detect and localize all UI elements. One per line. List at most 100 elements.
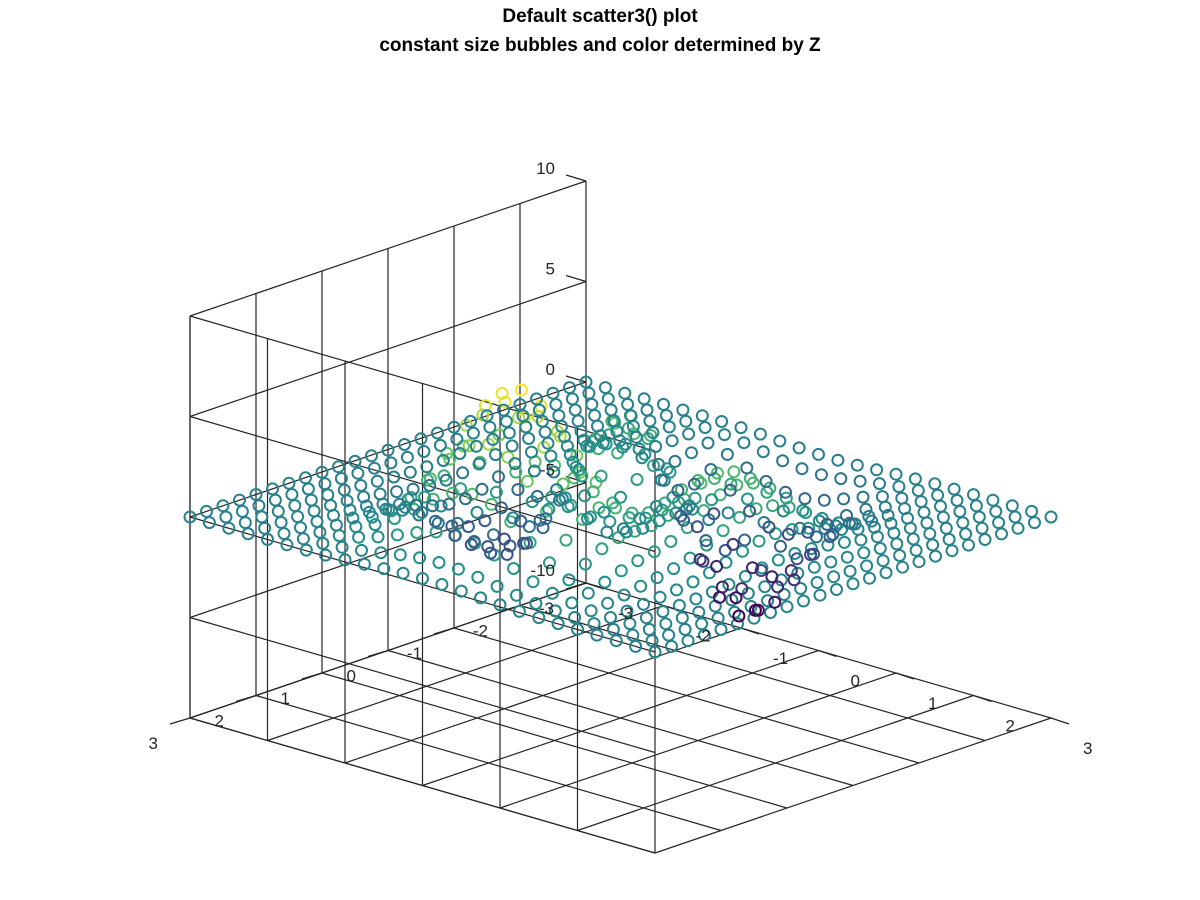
scatter-point [598,575,612,589]
scatter-point [426,492,440,506]
scatter-point [445,519,459,533]
scatter-point [721,506,735,520]
scatter-point [989,504,1003,518]
scatter-point [319,548,333,562]
scatter-point [1005,499,1019,513]
scatter-point [862,509,876,523]
scatter-point [416,572,429,585]
scatter-point [738,533,752,547]
scatter-point [975,521,989,535]
scatter-point [301,482,315,496]
scatter-point [947,482,961,496]
scatter-point [183,510,197,524]
scatter-point [876,554,890,568]
scatter-point [285,488,299,501]
scatter-point [681,634,695,648]
scatter-point [649,499,663,513]
scatter-point [723,483,737,497]
scatter-point [1028,516,1041,530]
scatter-point [671,484,685,497]
scatter-point [393,497,406,511]
side-wall-grid-line [189,381,587,518]
scatter-point [406,482,420,496]
scatter-point [824,555,838,569]
scatter-point [552,409,566,423]
scatter-point [895,491,909,505]
scatter-point [1011,521,1025,535]
scatter-point [581,512,594,526]
scatter-point [475,482,489,496]
scatter-point [807,560,821,574]
scatter-point [352,530,366,544]
scatter-point [414,432,428,446]
scatter-point [374,546,388,560]
scatter-point [395,503,409,517]
scatter-point [675,611,689,625]
scatter-point [584,604,598,618]
scatter-point [249,488,263,501]
scatter-point [662,420,676,434]
side-wall-grid-line [189,481,587,619]
scatter-point [657,397,670,411]
scatter-point [454,584,468,598]
scatter-point [332,460,345,474]
scatter-point [454,482,467,496]
y-tick-mark [235,694,257,703]
scatter-point [576,512,589,526]
scatter-point [758,580,772,594]
scatter-point [834,472,848,486]
scatter-point [480,409,494,423]
scatter-point [716,524,730,538]
scatter-point [238,516,252,530]
y-tick-label: -1 [407,644,422,663]
scatter-point [777,588,791,601]
scatter-point [600,525,614,539]
scatter-point [830,583,843,596]
scatter-point [893,549,907,562]
scatter-point [337,483,351,497]
scatter-point [978,533,992,546]
scatter-point [795,462,809,476]
scatter-point [566,455,580,469]
scatter-point [357,490,371,504]
scatter-point [670,583,683,597]
scatter-point [487,528,500,542]
scatter-point [817,493,831,507]
scatter-point [761,594,775,608]
scatter-point [749,502,763,516]
scatter-point [546,386,560,400]
scatter-point [659,617,673,631]
scatter-point [814,468,828,482]
scatter-point [271,504,285,518]
z-tick-label: -10 [530,561,555,580]
scatter-point [792,441,806,455]
scatter-point [972,510,986,524]
scatter-point [568,611,582,624]
scatter-point [618,386,632,400]
scatter-point [726,537,740,551]
x-tick-mark [740,627,760,635]
scatter-point [587,617,601,631]
scatter-point [335,540,349,554]
scatter-point [508,457,522,471]
scatter-point [370,474,384,488]
scatter-point [776,504,790,518]
scatter-point [794,582,808,595]
scatter-point [621,397,635,411]
scatter-point [266,482,279,496]
scatter-point [594,469,608,483]
scatter-point [274,515,288,529]
scatter-point [773,434,787,448]
scatter-point [701,436,715,450]
scatter-point [827,570,841,584]
scatter-point [926,538,940,552]
scatter-point [294,521,307,535]
scatter-point [351,466,365,480]
scatter-point [644,428,658,442]
scatter-point [884,517,898,530]
scatter-point [631,554,645,568]
scatter-point [595,542,609,556]
scatter-point [804,548,818,562]
scatter-point [665,434,679,448]
